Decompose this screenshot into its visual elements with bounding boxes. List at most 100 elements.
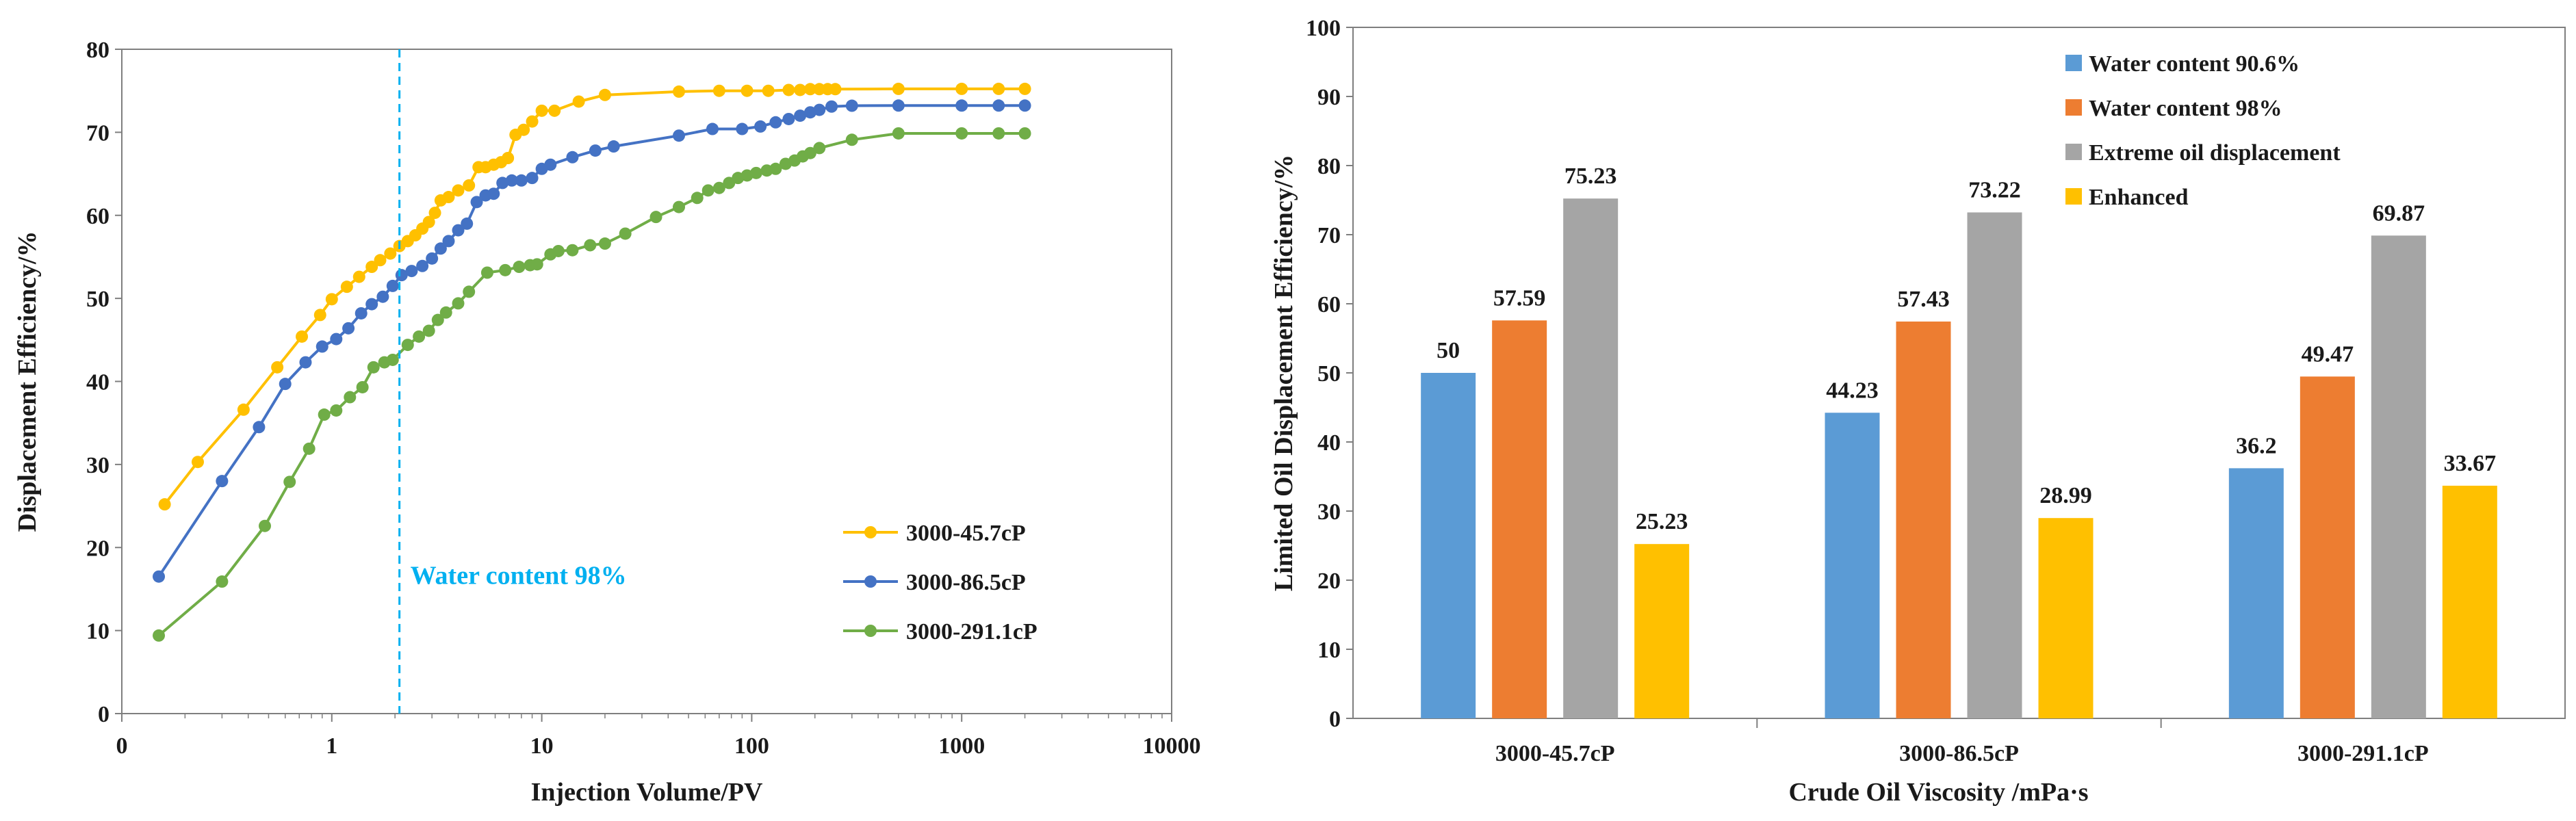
data-point	[892, 82, 905, 95]
data-point	[342, 322, 355, 335]
y-tick-label: 90	[1317, 85, 1341, 110]
data-point	[892, 127, 905, 140]
y-tick-label: 20	[1317, 569, 1341, 594]
right-bar-chart: 0 10 20 30 40 50 60 70 80 90 100 3000-45.7cP 3000-86…	[1270, 16, 2566, 807]
data-point	[237, 403, 250, 416]
data-point	[955, 99, 968, 112]
data-point	[845, 133, 858, 146]
data-point	[892, 99, 905, 112]
y-tick-label: 10	[1317, 638, 1341, 663]
bar	[2300, 376, 2355, 718]
data-point	[526, 172, 539, 185]
bar-data-label: 73.22	[1968, 177, 2021, 203]
data-point	[649, 211, 662, 224]
right-axis-ticks: 0 10 20 30 40 50 60 70 80 90 100 3000-45.7cP 3000-86…	[1306, 16, 2429, 766]
data-point	[365, 298, 378, 311]
data-point	[813, 142, 826, 155]
right-x-axis-title: Crude Oil Viscosity /mPa·s	[1788, 778, 2088, 807]
legend-marker	[864, 526, 877, 538]
bar	[1896, 321, 1951, 718]
y-tick-label: 10	[86, 619, 110, 644]
data-point	[803, 83, 816, 96]
data-point	[153, 570, 166, 583]
data-point	[769, 162, 782, 175]
y-tick-label: 40	[86, 370, 110, 395]
data-point	[598, 237, 611, 250]
data-point	[439, 306, 452, 319]
data-point	[216, 575, 229, 588]
x-category-label: 3000-45.7cP	[1495, 741, 1615, 766]
left-series-points	[153, 82, 1031, 642]
data-point	[535, 104, 548, 117]
data-point	[769, 116, 782, 129]
data-point	[607, 140, 620, 153]
data-point	[356, 380, 369, 393]
data-point	[452, 297, 465, 310]
bar-data-label: 28.99	[2039, 483, 2092, 508]
data-point	[517, 123, 530, 136]
data-point	[955, 82, 968, 95]
y-tick-label: 70	[1317, 223, 1341, 248]
data-point	[330, 333, 343, 346]
series-line-3000-86.5cP	[157, 104, 1025, 577]
x-category-label: 3000-291.1cP	[2297, 741, 2429, 766]
data-point	[153, 629, 166, 642]
y-tick-label: 0	[1329, 707, 1341, 732]
x-tick-label: 1000	[938, 733, 985, 759]
x-tick-label: 1	[326, 733, 337, 759]
left-axis-ticks: 0 10 20 30 40 50 60 70 80 0 1 10 100 1000 10000	[86, 38, 1201, 759]
data-point	[442, 191, 455, 204]
data-point	[355, 307, 368, 320]
data-point	[673, 129, 686, 142]
bar	[1492, 320, 1547, 718]
bar	[1967, 212, 2022, 718]
data-point	[422, 324, 435, 337]
data-point	[762, 84, 775, 97]
data-point	[754, 120, 767, 133]
x-tick-label: 0	[116, 733, 128, 759]
left-x-axis-title: Injection Volume/PV	[531, 778, 763, 807]
data-point	[526, 115, 539, 128]
bar	[2038, 518, 2094, 718]
data-point	[374, 254, 387, 267]
data-point	[749, 166, 762, 179]
data-point	[691, 192, 704, 205]
data-point	[216, 475, 229, 488]
data-point	[340, 281, 353, 294]
bar-data-label: 44.23	[1826, 378, 1879, 403]
bar-data-label: 69.87	[2373, 200, 2425, 226]
left-line-chart: 0 10 20 30 40 50 60 70 80 0 1 10 100 1000 10000 Water …	[13, 38, 1201, 807]
bar	[2228, 468, 2284, 718]
y-tick-label: 60	[1317, 292, 1341, 317]
data-point	[740, 84, 754, 97]
bar-data-label: 25.23	[1636, 509, 1688, 534]
data-point	[1018, 99, 1031, 112]
data-point	[386, 353, 399, 366]
bar	[2442, 485, 2497, 718]
legend-label: 3000-291.1cP	[906, 619, 1038, 644]
data-point	[431, 313, 444, 326]
data-point	[829, 83, 842, 96]
data-point	[158, 498, 171, 511]
data-point	[673, 200, 686, 213]
data-point	[513, 261, 526, 274]
data-point	[552, 244, 565, 257]
data-point	[712, 84, 725, 97]
x-tick-label: 10000	[1143, 733, 1201, 759]
legend-swatch	[2065, 55, 2082, 71]
data-point	[544, 158, 557, 171]
data-point	[428, 207, 441, 220]
data-point	[499, 263, 512, 276]
right-bars	[1421, 198, 2497, 718]
data-point	[259, 519, 272, 532]
data-point	[803, 146, 816, 159]
data-point	[318, 408, 331, 421]
legend-swatch	[2065, 188, 2082, 205]
data-point	[426, 252, 439, 265]
data-point	[566, 244, 579, 257]
left-series-lines	[157, 87, 1025, 637]
y-tick-label: 40	[1317, 430, 1341, 456]
data-point	[955, 127, 968, 140]
y-tick-label: 80	[86, 38, 110, 63]
